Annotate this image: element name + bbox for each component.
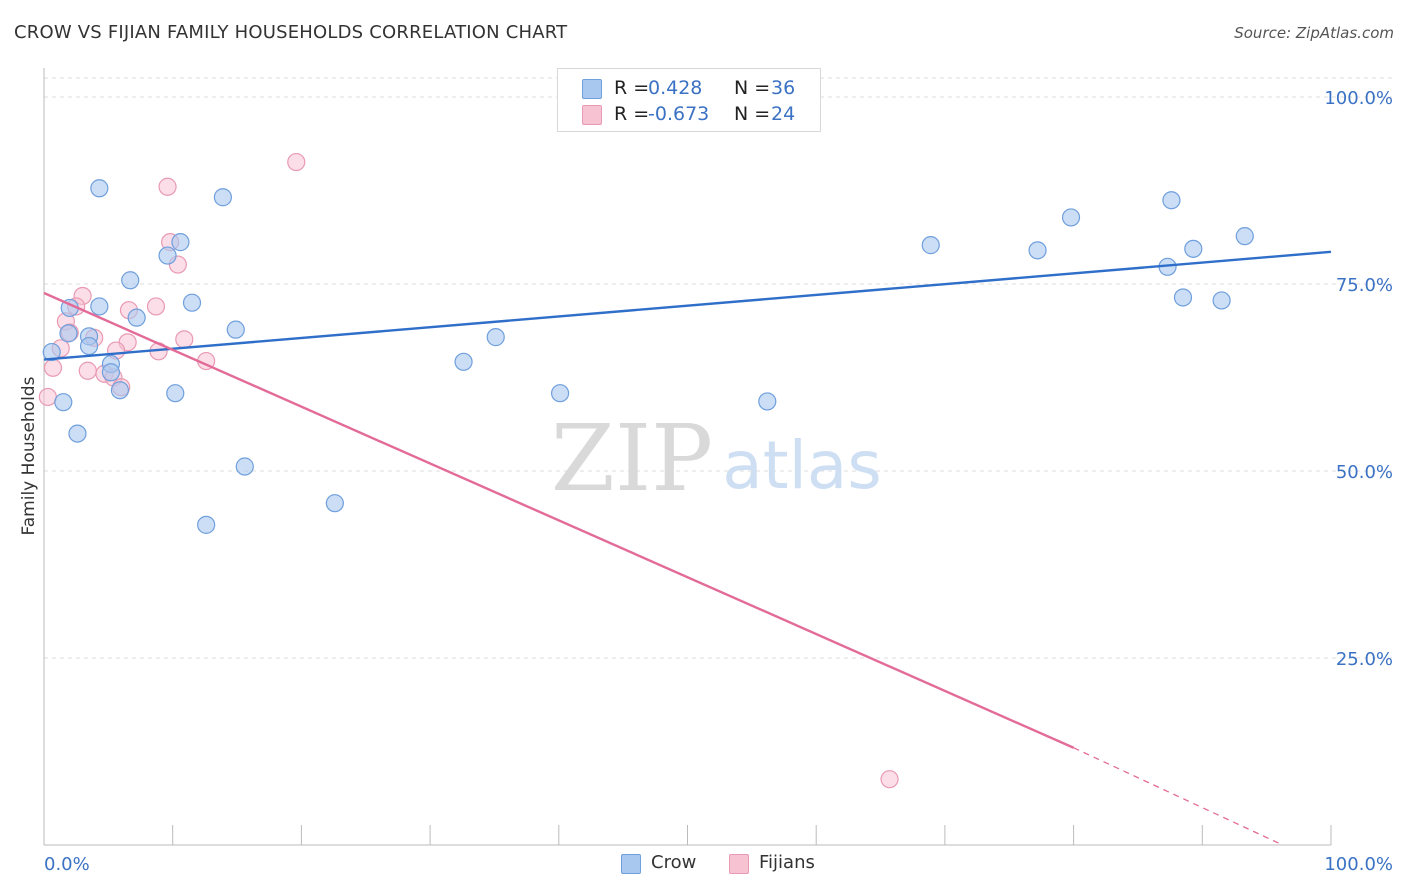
crow-point xyxy=(182,293,202,312)
crow-point xyxy=(79,336,99,356)
crow-point xyxy=(68,424,87,443)
fijians-point xyxy=(78,361,97,380)
bottom-legend-fijians-label: Fijians xyxy=(759,852,815,873)
crow-point xyxy=(226,320,245,339)
legend: R = 0.428 N = 36 R = -0.673 N = 24 xyxy=(557,68,821,132)
crow-point xyxy=(158,246,177,265)
crow-point xyxy=(197,515,216,534)
crow-point xyxy=(550,384,570,403)
fijians-point xyxy=(158,177,177,196)
chart-title: CROW VS FIJIAN FAMILY HOUSEHOLDS CORRELA… xyxy=(14,22,568,43)
legend-n-label: N = xyxy=(734,77,771,99)
trend-lines xyxy=(43,250,1332,845)
legend-n-value: 36 xyxy=(771,77,796,99)
crow-point xyxy=(127,308,146,327)
legend-r-value: -0.673 xyxy=(648,103,710,125)
legend-r-label: R = xyxy=(614,103,650,125)
crow-swatch xyxy=(621,854,641,874)
crow-point xyxy=(1184,239,1203,258)
crow-point xyxy=(1173,288,1193,307)
crow-point xyxy=(54,393,73,412)
legend-r-value: 0.428 xyxy=(648,77,703,99)
crow-point xyxy=(758,392,777,411)
y-tick-label: 25.0% xyxy=(1336,649,1393,670)
x-tick-label: 0.0% xyxy=(44,854,90,875)
fijians-point xyxy=(146,297,166,316)
crow-point xyxy=(59,324,78,343)
crow-point xyxy=(1212,291,1231,310)
legend-n-label: N = xyxy=(734,103,771,125)
crow-point xyxy=(166,384,185,403)
y-tick-label: 50.0% xyxy=(1336,462,1393,483)
crow-swatch xyxy=(582,79,602,99)
crow-point xyxy=(325,494,344,513)
y-tick-label: 100.0% xyxy=(1324,88,1393,109)
fijians-trend-line xyxy=(43,291,1075,749)
bottom-legend-crow-label: Crow xyxy=(651,852,697,873)
crow-point xyxy=(90,297,109,316)
watermark: ZIP atlas xyxy=(551,405,882,512)
crow-point xyxy=(1061,208,1081,227)
fijians-point xyxy=(175,330,194,349)
fijians-swatch xyxy=(729,854,749,874)
crow-point xyxy=(921,236,940,255)
source-label: Source: ZipAtlas.com xyxy=(1234,24,1394,42)
crow-point xyxy=(454,352,473,371)
crow-point xyxy=(1162,191,1181,210)
y-axis-label: Family Households xyxy=(19,376,39,535)
axes xyxy=(43,68,1332,846)
crow-point xyxy=(110,381,130,400)
crow-point xyxy=(486,328,505,347)
fijians-trend-line-extension xyxy=(1073,747,1280,845)
watermark-atlas: atlas xyxy=(722,427,882,504)
fijians-point xyxy=(287,152,306,172)
fijians-point xyxy=(43,358,63,377)
tick-labels: 100.0% 75.0% 50.0% 25.0% 0.0% 100.0% xyxy=(44,88,1393,875)
crow-point xyxy=(90,179,109,198)
crow-point xyxy=(213,188,232,207)
crow-point xyxy=(121,271,140,290)
fijians-swatch xyxy=(582,105,602,125)
crow-point xyxy=(101,363,121,382)
fijians-point xyxy=(880,770,899,789)
fijians-point xyxy=(38,387,57,407)
legend-n-value: 24 xyxy=(771,103,796,125)
crow-points xyxy=(42,179,1254,534)
crow-point xyxy=(1235,227,1254,246)
crow-point xyxy=(235,457,254,476)
legend-r-label: R = xyxy=(614,77,650,99)
y-tick-label: 75.0% xyxy=(1336,275,1393,296)
crow-point xyxy=(1028,241,1047,260)
crow-point xyxy=(42,342,61,362)
crow-trend-line xyxy=(43,250,1332,361)
watermark-zip: ZIP xyxy=(551,405,713,512)
x-tick-label: 100.0% xyxy=(1324,854,1393,875)
gridlines xyxy=(44,77,1392,659)
crow-point xyxy=(171,233,190,252)
